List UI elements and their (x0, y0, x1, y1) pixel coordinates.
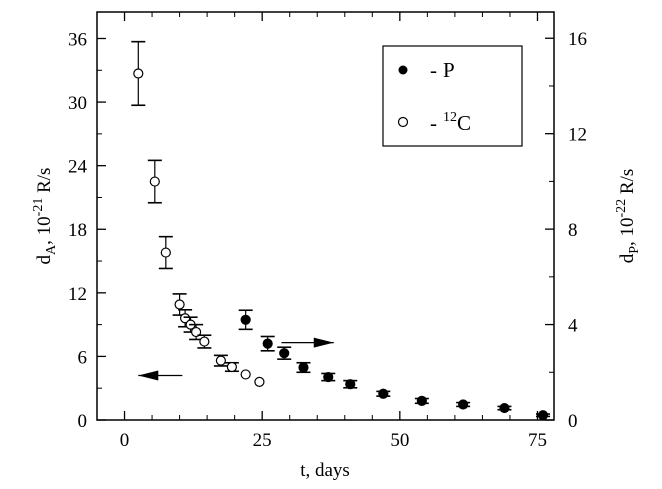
legend: -P -12C (382, 45, 523, 147)
x-tick-label: 75 (528, 430, 547, 451)
data-point-carbon (133, 68, 144, 79)
y-axis-label-left: dA, 10-21 R/s (31, 168, 59, 265)
legend-filled-marker (398, 65, 408, 75)
data-point-carbon (215, 355, 226, 366)
data-point-p (279, 348, 290, 359)
data-point-carbon (191, 326, 202, 338)
data-point-carbon (149, 176, 160, 187)
axis-tick-labels: 0 25 50 75 0 6 12 18 24 30 36 0 4 8 12 16 (68, 29, 587, 451)
plot-frame (96, 11, 555, 421)
y-axis-label-right: dP, 10-22 R/s (614, 169, 642, 264)
y-left-tick-label: 6 (78, 347, 88, 368)
legend-open-marker (397, 116, 409, 128)
y-left-tick-label: 0 (78, 411, 88, 432)
y-right-tick-label: 16 (568, 29, 587, 50)
y-left-tick-label: 36 (68, 29, 87, 50)
legend-entry-carbon: -12C (430, 110, 471, 135)
data-point-carbon (226, 361, 237, 373)
data-marks (131, 40, 550, 421)
data-point-carbon (179, 313, 191, 324)
y-left-tick-label: 24 (68, 157, 88, 178)
data-point-carbon (254, 376, 265, 387)
y-left-tick-label: 18 (68, 220, 87, 241)
y-left-tick-label: 12 (68, 284, 87, 305)
y-right-tick-label: 0 (568, 411, 578, 432)
data-point-carbon (199, 336, 210, 347)
data-point-p (537, 410, 549, 421)
arrow-head (313, 337, 334, 348)
data-point-p (499, 402, 510, 414)
data-point-p (298, 362, 309, 373)
x-tick-label: 0 (120, 430, 130, 451)
data-point-p (345, 379, 356, 390)
x-tick-label: 50 (390, 430, 409, 451)
data-point-p (458, 399, 469, 410)
axis-ticks (97, 12, 554, 421)
x-axis-label: t, days (300, 460, 350, 481)
data-point-p (262, 338, 273, 349)
y-right-tick-label: 4 (568, 316, 578, 337)
data-point-carbon (160, 247, 171, 258)
legend-box (382, 45, 523, 147)
y-right-tick-label: 12 (568, 125, 587, 146)
data-point-p (378, 388, 389, 399)
axis-arrows (138, 337, 334, 381)
y-left-tick-label: 30 (68, 93, 87, 114)
data-point-p (240, 314, 251, 325)
legend-entry-p: -P (430, 58, 455, 82)
x-tick-label: 25 (253, 430, 272, 451)
y-right-tick-label: 8 (568, 220, 578, 241)
data-point-p (416, 395, 427, 407)
arrow-head (138, 370, 159, 381)
data-point-carbon (240, 369, 251, 380)
data-point-carbon (174, 299, 185, 310)
data-point-p (323, 371, 334, 383)
